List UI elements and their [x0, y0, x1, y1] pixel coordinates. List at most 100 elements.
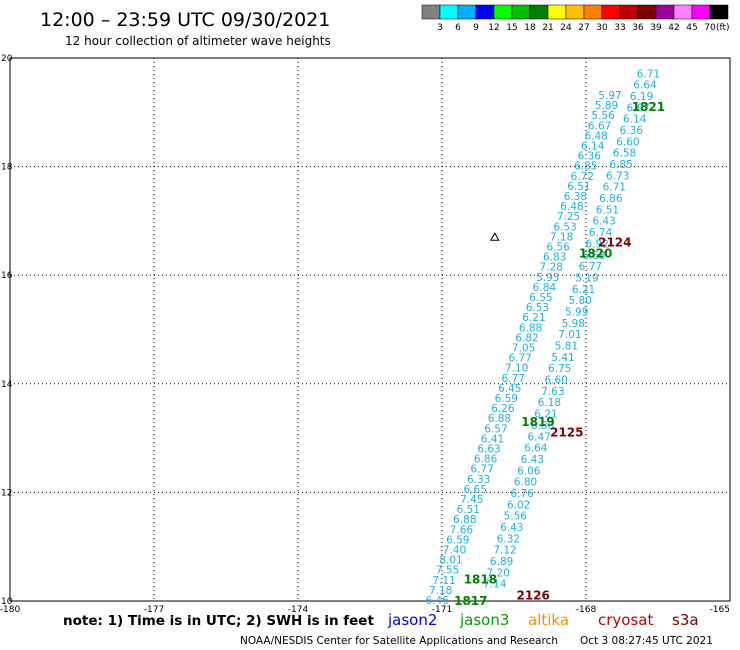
- wave-height-value: 6.80: [531, 420, 554, 432]
- wave-height-value: 5.81: [555, 341, 578, 353]
- wave-height-value: 6.53: [526, 302, 549, 314]
- footer-credit: NOAA/NESDIS Center for Satellite Applica…: [240, 635, 558, 647]
- location-marker: [489, 232, 500, 241]
- y-tick-label: 16: [1, 271, 13, 281]
- legend-item-jason3: jason3: [459, 611, 509, 629]
- wave-height-value: 6.76: [510, 488, 534, 500]
- chart-title: 12:00 – 23:59 UTC 09/30/2021: [40, 9, 330, 31]
- wave-height-value: 6.60: [616, 136, 639, 148]
- legend-item-jason2: jason2: [387, 611, 437, 629]
- wave-height-value: 5.19: [575, 272, 598, 284]
- pass-number-label: 1819: [521, 415, 554, 429]
- wave-height-value: 6.48: [584, 130, 607, 142]
- colorbar-label: 70: [704, 23, 716, 33]
- wave-height-value: 6.45: [498, 383, 521, 395]
- wave-height-value: 6.75: [548, 363, 571, 375]
- colorbar-swatch: [421, 4, 441, 20]
- colorbar-swatch: [691, 4, 711, 20]
- wave-height-value: 6.85: [609, 159, 632, 171]
- colorbar-label: 12: [488, 23, 499, 33]
- wave-height-value: 6.64: [524, 443, 548, 455]
- wave-height-value: 7.66: [450, 524, 474, 536]
- wave-height-value: 6.14: [581, 141, 605, 153]
- wave-height-value: 6.51: [567, 181, 590, 193]
- wave-height-value: 6.77: [579, 261, 602, 273]
- wave-height-value: 6.21: [522, 312, 545, 324]
- wave-height-value: 6.64: [633, 80, 657, 92]
- wave-height-value: 6.26: [491, 403, 515, 415]
- pass-number-label: 2125: [550, 426, 583, 440]
- wave-height-value: 7.12: [493, 545, 516, 557]
- wave-height-value: 7.45: [460, 494, 483, 506]
- wave-height-value: 7.25: [557, 211, 580, 223]
- chart-subtitle: 12 hour collection of altimeter wave hei…: [65, 34, 331, 48]
- wave-height-value: 6.77: [508, 353, 531, 365]
- grid: [10, 58, 730, 601]
- wave-height-value: 6.51: [596, 204, 619, 216]
- x-tick-label: -180: [0, 605, 20, 615]
- track-values: 6.467.187.117.558.017.406.597.666.886.51…: [426, 68, 661, 607]
- wave-height-value: 7.11: [432, 575, 455, 587]
- wave-height-value: 7.10: [505, 363, 528, 375]
- wave-height-value: 6.36: [578, 151, 602, 163]
- wave-height-value: 7.01: [558, 329, 581, 341]
- wave-height-value: 7.18: [550, 231, 573, 243]
- x-tick-labels: -180 -177 -174 -171 -168 -165: [0, 605, 730, 615]
- wave-height-value: 6.74: [589, 227, 613, 239]
- wave-height-value: 6.88: [453, 514, 476, 526]
- colorbar-swatch: [493, 4, 513, 20]
- marker-icon: [489, 232, 500, 241]
- wave-height-value: 6.71: [603, 182, 626, 194]
- colorbar-swatch: [565, 4, 585, 20]
- y-tick-label: 18: [1, 163, 13, 173]
- y-tick-label: 14: [1, 380, 13, 390]
- pass-number-label: 1820: [579, 246, 612, 260]
- legend-item-s3a: s3a: [672, 611, 699, 629]
- colorbar-label: 45: [686, 23, 697, 33]
- colorbar-unit: (ft): [716, 23, 730, 33]
- satellite-legend: jason2 jason3 altika cryosat s3a: [387, 611, 699, 629]
- colorbar-swatch: [457, 4, 477, 20]
- wave-height-value: 6.88: [519, 322, 542, 334]
- colorbar-swatch: [583, 4, 603, 20]
- wave-height-value: 5.56: [591, 110, 615, 122]
- x-tick-label: -174: [288, 605, 309, 615]
- wave-height-value: 6.80: [514, 477, 537, 489]
- wave-height-value: 7.28: [540, 262, 563, 274]
- wave-height-value: 6.71: [637, 68, 660, 80]
- colorbar-label: 33: [614, 23, 625, 33]
- wave-height-value: 7.40: [443, 545, 466, 557]
- wave-height-value: 6.38: [564, 191, 587, 203]
- wave-height-value: 6.55: [529, 292, 552, 304]
- colorbar-swatch: [673, 4, 693, 20]
- wave-height-value: 6.60: [545, 375, 568, 387]
- wave-height-value: 6.77: [470, 464, 493, 476]
- colorbar-swatch: [511, 4, 531, 20]
- colorbar-label: 30: [596, 23, 608, 33]
- legend-item-altika: altika: [528, 611, 569, 629]
- wave-height-value: 5.97: [598, 90, 621, 102]
- x-tick-label: -177: [144, 605, 164, 615]
- wave-height-value: 7.63: [541, 386, 564, 398]
- wave-height-value: 6.21: [534, 409, 557, 421]
- y-tick-labels: 10 12 14 16 18 20: [1, 54, 13, 607]
- plot-frame: [9, 57, 731, 602]
- colorbar-label: 21: [542, 23, 553, 33]
- wave-height-value: 6.02: [507, 499, 530, 511]
- colorbar: 3 6 9 12 15 18 21 24 27 30 33 36 39 42 45 70 (ft): [421, 4, 730, 33]
- wave-height-value: 6.58: [613, 148, 636, 160]
- pass-number-label: 2126: [516, 589, 549, 603]
- colorbar-label: 18: [524, 23, 536, 33]
- wave-height-value: 6.47: [527, 431, 550, 443]
- wave-height-value: 6.86: [599, 193, 623, 205]
- wave-height-value: 6.77: [502, 373, 525, 385]
- wave-height-value: 7.20: [487, 567, 510, 579]
- x-tick-label: -165: [710, 605, 730, 615]
- wave-height-value: 6.88: [488, 413, 511, 425]
- y-tick-label: 20: [1, 54, 13, 64]
- legend-item-cryosat: cryosat: [598, 611, 653, 629]
- pass-labels: 1817 1818 1819 1820 1821 2124 2125 2126: [454, 100, 665, 608]
- legend-note: note: 1) Time is in UTC; 2) SWH is in fe…: [63, 613, 374, 629]
- wave-height-value: 6.14: [623, 114, 647, 126]
